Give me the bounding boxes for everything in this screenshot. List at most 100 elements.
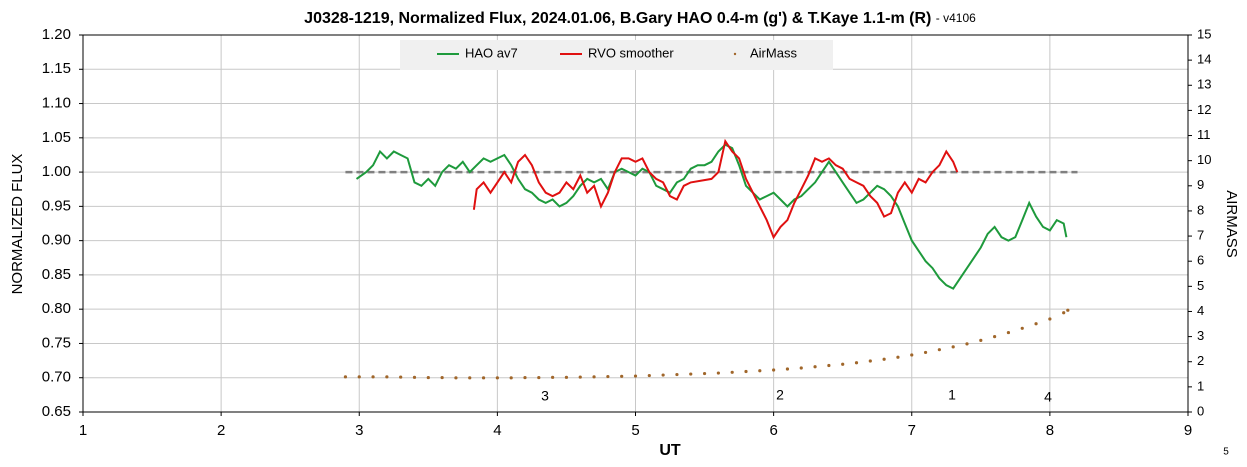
y2-tick-label: 13 <box>1197 77 1211 92</box>
y-tick-label: 0.90 <box>42 232 71 249</box>
annotation: 2 <box>776 387 784 403</box>
airmass-point <box>509 376 513 380</box>
y2-tick-label: 9 <box>1197 177 1204 192</box>
annotation: 4 <box>1044 389 1052 405</box>
y-tick-label: 1.05 <box>42 129 71 146</box>
airmass-point <box>343 375 348 379</box>
airmass-point <box>564 375 569 379</box>
airmass-point <box>399 375 403 379</box>
airmass-point <box>827 363 831 368</box>
x-tick-label: 7 <box>908 422 916 439</box>
annotation: 3 <box>541 388 549 404</box>
y2-tick-label: 2 <box>1197 353 1204 368</box>
airmass-point <box>882 357 886 361</box>
y2-tick-label: 0 <box>1197 403 1204 418</box>
y-tick-label: 0.85 <box>42 266 71 283</box>
airmass-point <box>592 375 596 379</box>
airmass-point <box>730 370 734 374</box>
x-tick-label: 4 <box>493 422 501 439</box>
airmass-point <box>758 369 762 373</box>
airmass-point <box>606 374 610 379</box>
y-tick-label: 1.00 <box>42 163 71 180</box>
airmass-point <box>785 367 790 371</box>
x-tick-label: 8 <box>1046 422 1054 439</box>
airmass-point <box>578 375 582 379</box>
legend-label: HAO av7 <box>465 45 518 60</box>
airmass-point <box>357 375 361 379</box>
legend-swatch <box>733 52 737 56</box>
y2-tick-label: 12 <box>1197 102 1211 117</box>
airmass-point <box>1066 308 1070 312</box>
y2-tick-label: 15 <box>1197 26 1211 41</box>
chart-title: J0328-1219, Normalized Flux, 2024.01.06,… <box>304 10 976 27</box>
airmass-point <box>813 365 817 369</box>
title: J0328-1219, Normalized Flux, 2024.01.06,… <box>304 10 931 27</box>
y-tick-label: 0.80 <box>42 300 71 317</box>
airmass-point <box>1034 322 1038 326</box>
airmass-point <box>702 371 707 376</box>
airmass-point <box>426 375 430 380</box>
y-tick-label: 1.15 <box>42 60 71 77</box>
legend-label: RVO smoother <box>588 45 674 60</box>
subtitle: - v4106 <box>936 11 976 25</box>
airmass-point <box>965 342 969 346</box>
airmass-point <box>854 361 859 365</box>
airmass-point <box>468 376 472 380</box>
y2-axis-label: AIRMASS <box>1223 190 1240 258</box>
legend-box <box>400 40 833 70</box>
series-line <box>472 138 959 240</box>
airmass-point <box>799 366 803 370</box>
airmass-point <box>440 375 444 380</box>
legend-label: AirMass <box>750 45 797 60</box>
annotation: 1 <box>948 387 956 403</box>
airmass-point <box>412 375 417 379</box>
y-axis-label: NORMALIZED FLUX <box>9 154 26 295</box>
airmass-point <box>537 375 541 380</box>
y2-tick-label: 1 <box>1197 378 1204 393</box>
airmass-point <box>675 372 679 377</box>
series-line <box>355 143 1068 290</box>
airmass-point <box>1006 330 1011 335</box>
annotation: 5 <box>1223 447 1229 458</box>
x-tick-label: 5 <box>631 422 639 439</box>
y2-tick-label: 8 <box>1197 202 1204 217</box>
airmass-point <box>481 376 486 380</box>
y2-tick-label: 14 <box>1197 52 1211 67</box>
x-axis-label: UT <box>659 442 681 459</box>
y2-tick-label: 5 <box>1197 278 1204 293</box>
y2-tick-label: 7 <box>1197 228 1204 243</box>
x-tick-label: 3 <box>355 422 363 439</box>
airmass-point <box>689 372 693 376</box>
airmass-point <box>1048 317 1052 321</box>
y2-tick-label: 10 <box>1197 152 1211 167</box>
plot-frame <box>82 34 1189 413</box>
y2-tick-label: 6 <box>1197 253 1204 268</box>
airmass-point <box>495 376 499 380</box>
airmass-point <box>951 345 955 349</box>
airmass-point <box>523 375 527 380</box>
y2-tick-label: 11 <box>1197 127 1211 142</box>
airmass-point <box>620 374 624 378</box>
airmass-point <box>744 369 748 374</box>
airmass-point <box>1020 326 1024 330</box>
x-tick-label: 6 <box>769 422 777 439</box>
airmass-point <box>647 373 651 378</box>
x-tick-label: 1 <box>79 422 87 439</box>
airmass-point <box>896 355 900 359</box>
airmass-point <box>371 375 375 379</box>
y2-tick-label: 4 <box>1197 303 1204 318</box>
x-tick-label: 9 <box>1184 422 1192 439</box>
airmass-point <box>1062 311 1066 315</box>
x-tick-label: 2 <box>217 422 225 439</box>
y2-tick-label: 3 <box>1197 328 1204 343</box>
airmass-point <box>937 348 941 352</box>
y-tick-label: 1.10 <box>42 95 71 112</box>
y-tick-label: 0.65 <box>42 403 71 420</box>
airmass-point <box>923 350 928 355</box>
y-tick-label: 0.70 <box>42 369 71 386</box>
airmass-point <box>910 353 914 357</box>
airmass-point <box>993 335 997 339</box>
airmass-point <box>633 374 638 378</box>
airmass-point <box>841 362 845 366</box>
